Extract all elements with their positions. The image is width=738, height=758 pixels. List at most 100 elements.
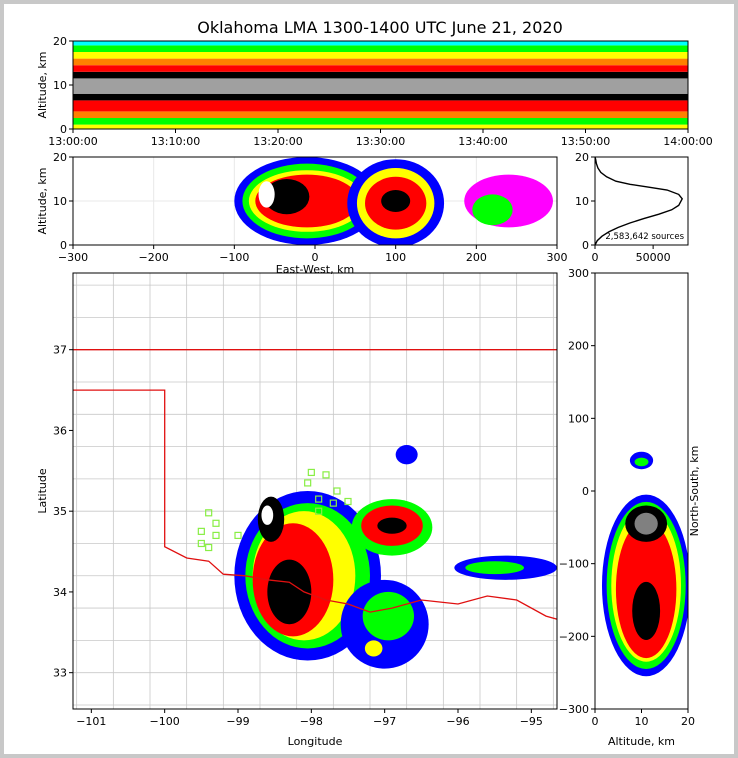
y-tick-label: 100	[568, 412, 589, 425]
y-tick-label: 10	[53, 195, 67, 208]
source-count-annotation: 2,583,642 sources	[605, 232, 684, 242]
y-tick-label: 37	[53, 344, 67, 357]
source-density-blob	[261, 505, 274, 525]
x-tick-label: 0	[592, 251, 599, 264]
altitude-band	[73, 65, 688, 72]
x-tick-label: 20	[681, 715, 695, 728]
x-tick-label: −99	[226, 715, 249, 728]
source-density-blob	[258, 181, 275, 208]
east-west-plot	[73, 157, 557, 245]
y-tick-label: 200	[568, 340, 589, 353]
y-tick-label: −200	[559, 630, 589, 643]
y-tick-label: 10	[575, 195, 589, 208]
source-density-blob	[634, 512, 658, 535]
x-tick-label: 13:30:00	[356, 135, 405, 148]
x-axis-label: Altitude, km	[608, 735, 675, 748]
x-tick-label: 13:10:00	[151, 135, 200, 148]
east-west-panel: −300 −200 −100 0 100 200 300 0 10 20 East-West, km…	[36, 151, 568, 276]
x-tick-label: 100	[385, 251, 406, 264]
lma-station-marker	[234, 531, 242, 540]
y-tick-label: 300	[568, 267, 589, 280]
y-tick-label: −300	[559, 703, 589, 716]
y-tick-label: 34	[53, 586, 67, 599]
x-tick-label: −97	[373, 715, 396, 728]
source-density-blob	[362, 591, 415, 641]
y-tick-label: −100	[559, 558, 589, 571]
lma-station-marker	[205, 543, 213, 552]
source-density-blob	[634, 457, 649, 467]
x-tick-label: 13:40:00	[458, 135, 507, 148]
altitude-band	[73, 71, 688, 79]
x-tick-label: 14:00:00	[663, 135, 712, 148]
source-density-blob	[377, 517, 407, 534]
lma-station-marker	[212, 531, 220, 540]
source-density-blob	[381, 190, 411, 212]
y-tick-label: 35	[53, 505, 67, 518]
x-tick-label: −101	[76, 715, 106, 728]
time-height-plot	[73, 41, 688, 129]
y-axis-label: Latitude	[36, 468, 49, 514]
altitude-band	[73, 52, 688, 59]
lma-station-marker	[315, 507, 323, 515]
x-tick-label: −300	[58, 251, 88, 264]
figure-canvas: Oklahoma LMA 1300-1400 UTC June 21, 2020…	[4, 4, 734, 754]
lma-station-marker	[205, 509, 213, 517]
altitude-band	[73, 118, 688, 125]
lma-station-marker	[307, 468, 315, 477]
altitude-band	[73, 124, 688, 129]
lma-station-marker	[344, 497, 352, 506]
lma-station-marker	[329, 499, 337, 507]
plan-view-plot	[73, 273, 557, 709]
y-tick-label: 20	[575, 151, 589, 164]
source-density-blob	[465, 561, 524, 575]
lma-station-marker	[322, 471, 330, 479]
y-tick-label: 0	[582, 239, 589, 252]
source-density-blob	[632, 581, 661, 640]
altitude-band	[73, 93, 688, 101]
oklahoma-border	[73, 389, 557, 620]
lma-station-marker	[197, 527, 205, 535]
y-tick-label: 36	[53, 424, 67, 437]
north-south-panel: 0 10 20 −300 −200 −100 0 100 200 300 Altitude, km N…	[559, 267, 701, 748]
x-tick-label: 300	[547, 251, 568, 264]
plan-view-panel: −101 −100 −99 −98 −97 −96 −95 33 34 35 36 37 Longitu…	[36, 272, 558, 748]
y-axis-label: Altitude, km	[36, 51, 49, 118]
source-density-blob	[267, 559, 312, 625]
altitude-band	[73, 78, 688, 94]
x-tick-label: 0	[592, 715, 599, 728]
y-axis-label: Altitude, km	[36, 167, 49, 234]
x-tick-label: 200	[466, 251, 487, 264]
y-tick-label: 0	[60, 123, 67, 136]
x-tick-label: 13:20:00	[253, 135, 302, 148]
altitude-band	[73, 41, 688, 46]
altitude-band	[73, 100, 688, 112]
x-tick-label: −100	[150, 715, 180, 728]
lma-station-marker	[212, 519, 220, 527]
x-axis-label: East-West, km	[276, 263, 354, 276]
histogram-line	[594, 156, 684, 246]
y-tick-label: 33	[53, 667, 67, 680]
figure-title: Oklahoma LMA 1300-1400 UTC June 21, 2020	[197, 18, 563, 37]
lma-station-marker	[304, 479, 312, 487]
x-tick-label: −95	[520, 715, 543, 728]
source-density-blob	[472, 194, 513, 226]
y-tick-label: 20	[53, 151, 67, 164]
x-axis-label: Longitude	[288, 735, 343, 748]
time-height-panel: 13:00:00 13:10:00 13:20:00 13:30:00 13:40:00…	[36, 35, 713, 148]
lma-station-marker	[197, 539, 205, 548]
y-axis-label: North-South, km	[688, 446, 701, 537]
altitude-band	[73, 58, 688, 66]
x-tick-label: 13:50:00	[561, 135, 610, 148]
source-density-blob	[364, 640, 383, 657]
y-tick-label: 0	[582, 485, 589, 498]
x-tick-label: −96	[446, 715, 469, 728]
lma-station-marker	[333, 487, 341, 495]
altitude-band	[73, 45, 688, 52]
histogram-panel: 0 50000 0 10 20 2,583,642 sources	[575, 151, 689, 264]
y-tick-label: 0	[60, 239, 67, 252]
x-tick-label: −100	[219, 251, 249, 264]
x-tick-label: 50000	[636, 251, 671, 264]
x-tick-label: 0	[312, 251, 319, 264]
x-tick-label: 10	[635, 715, 649, 728]
